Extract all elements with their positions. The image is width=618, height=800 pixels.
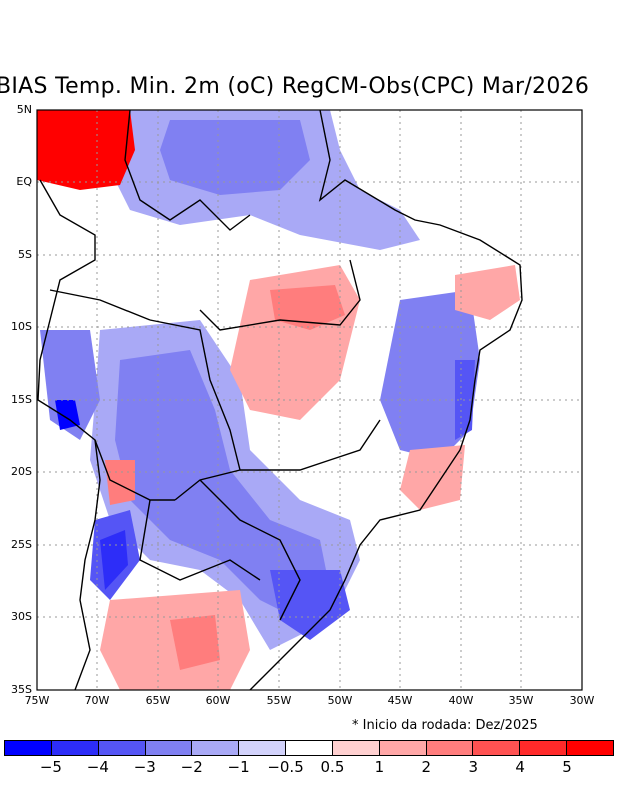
colorbar-swatch: [567, 740, 614, 756]
lon-label: 55W: [266, 694, 292, 707]
colorbar-swatch: [286, 740, 333, 756]
blue-region-north-core: [160, 120, 310, 195]
lat-label: 35S: [11, 683, 32, 696]
lon-label: 70W: [84, 694, 110, 707]
colorbar-swatch: [4, 740, 52, 756]
blue-region-south: [270, 570, 350, 640]
colorbar-swatch: [332, 740, 380, 756]
colorbar-label: 3: [468, 758, 478, 776]
colorbar-swatch: [426, 740, 474, 756]
colorbar-label: −0.5: [267, 758, 304, 776]
lon-label: 45W: [387, 694, 413, 707]
graticule: [37, 110, 582, 690]
red-region-southeast: [400, 445, 465, 510]
colorbar-label: −1: [227, 758, 250, 776]
coastline: [37, 110, 523, 690]
colorbar-label: −2: [180, 758, 203, 776]
lat-label: 15S: [11, 393, 32, 406]
lon-label: 35W: [508, 694, 534, 707]
blue-region-central-west-core: [115, 350, 330, 620]
run-start-note: * Inicio da rodada: Dez/2025: [352, 718, 538, 733]
colorbar-label: 0.5: [320, 758, 345, 776]
lon-label: 60W: [205, 694, 231, 707]
colorbar-swatch: [51, 740, 99, 756]
lat-label: 5N: [16, 103, 32, 116]
lat-label: 30S: [11, 610, 32, 623]
colorbar-label: 5: [562, 758, 572, 776]
red-region-northeast: [455, 265, 520, 320]
colorbar-label: 4: [515, 758, 525, 776]
lat-label: 25S: [11, 538, 32, 551]
colorbar-swatch: [239, 740, 287, 756]
colorbar-swatch: [473, 740, 521, 756]
lon-label: 65W: [145, 694, 171, 707]
colorbar-swatch: [145, 740, 193, 756]
red-region-central-core: [270, 285, 345, 330]
red-region-south-core: [170, 615, 220, 670]
red-region-andes: [105, 460, 135, 505]
map-title: BIAS Temp. Min. 2m (oC) RegCM-Obs(CPC) M…: [0, 74, 590, 99]
colorbar-swatch: [98, 740, 146, 756]
colorbar: [4, 740, 614, 756]
plot-frame: [36, 109, 583, 691]
colorbar-label: 2: [421, 758, 432, 776]
colorbar-label: −4: [86, 758, 109, 776]
lat-label: 20S: [11, 465, 32, 478]
lat-label: 10S: [11, 320, 32, 333]
colorbar-swatch: [379, 740, 427, 756]
lat-label: EQ: [16, 175, 32, 188]
colorbar-swatch: [520, 740, 568, 756]
colorbar-label: 1: [374, 758, 385, 776]
lon-label: 75W: [24, 694, 50, 707]
colorbar-swatch: [192, 740, 240, 756]
red-region-northwest: [37, 110, 135, 190]
lon-label: 40W: [448, 694, 474, 707]
blue-region-west-amazon: [40, 330, 100, 440]
lat-label: 5S: [18, 248, 32, 261]
colorbar-label: −5: [39, 758, 62, 776]
lon-label: 30W: [569, 694, 595, 707]
colorbar-label: −3: [133, 758, 156, 776]
lon-label: 50W: [327, 694, 353, 707]
